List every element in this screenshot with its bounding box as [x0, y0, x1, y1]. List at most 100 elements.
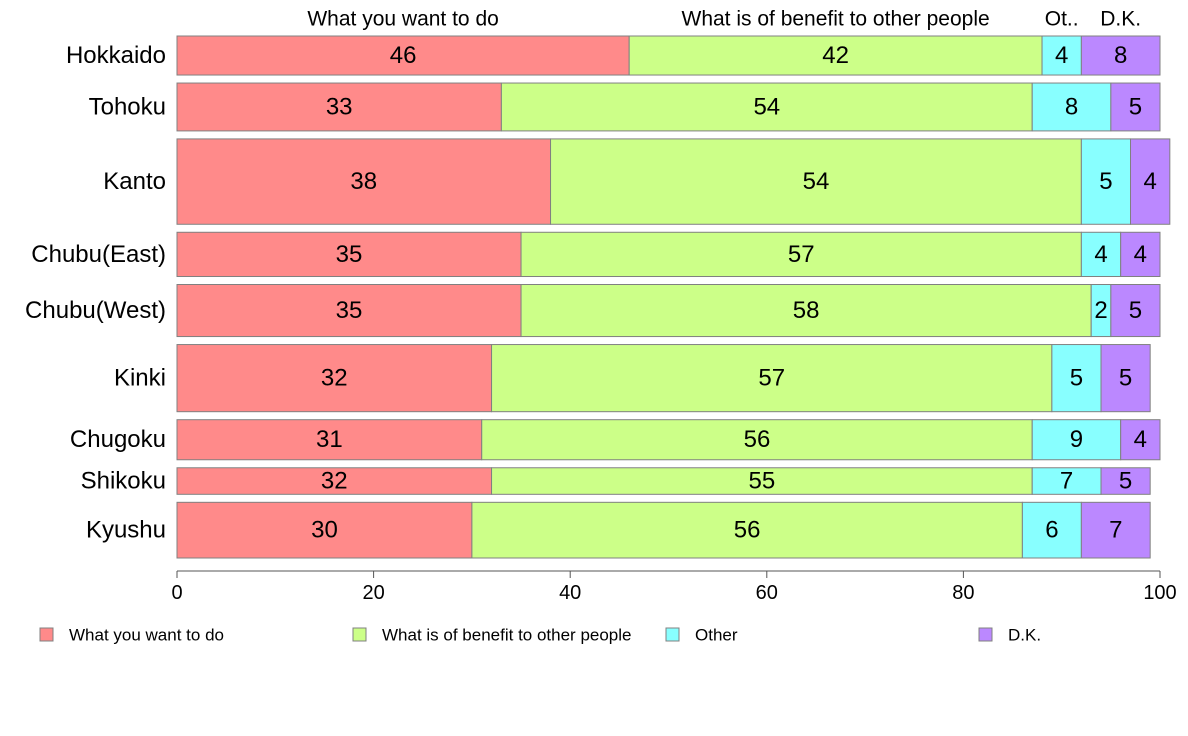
- bar-segment: [1120, 419, 1161, 461]
- data-label: 54: [803, 168, 830, 195]
- region-label: Kyushu: [86, 517, 166, 544]
- legend-item: Other: [665, 626, 738, 645]
- bar-segment: [491, 344, 1053, 413]
- data-label: 7: [1109, 517, 1122, 544]
- data-label: 32: [321, 365, 348, 392]
- data-label: 8: [1114, 42, 1127, 69]
- region-label: Shikoku: [81, 468, 166, 495]
- data-label: 38: [350, 168, 377, 195]
- bar-segment: [176, 82, 502, 132]
- data-label: 7: [1060, 468, 1073, 495]
- bar-segment: [491, 467, 1033, 495]
- data-label: 9: [1070, 426, 1083, 453]
- bar-row: 32 55 7 5: [176, 467, 1151, 495]
- x-tick-label: 60: [756, 582, 778, 604]
- legend-label: What you want to do: [69, 626, 224, 645]
- legend: What you want to do What is of benefit to…: [39, 626, 1041, 645]
- column-headers: What you want to do What is of benefit to…: [307, 8, 1141, 31]
- bar-row: 30 56 6 7: [176, 501, 1151, 559]
- bar-row: 35 57 4 4: [176, 231, 1161, 278]
- data-label: 5: [1129, 93, 1142, 120]
- data-label: 5: [1070, 365, 1083, 392]
- bar-segment: [1110, 284, 1161, 338]
- bar-segment: [1080, 501, 1151, 559]
- data-label: 58: [793, 297, 820, 324]
- column-header: D.K.: [1100, 8, 1141, 31]
- bar-segment: [550, 138, 1082, 225]
- bars: 46 42 4 833 54 8 538 54 5 435 57 4 435 58 2 532 57 5 531 56…: [176, 35, 1171, 559]
- bar-segment: [1051, 344, 1102, 413]
- data-label: 2: [1094, 297, 1107, 324]
- data-label: 42: [822, 42, 849, 69]
- x-tick-label: 80: [952, 582, 974, 604]
- bar-segment: [481, 419, 1033, 461]
- data-label: 6: [1045, 517, 1058, 544]
- legend-swatch: [665, 627, 680, 642]
- bar-segment: [176, 35, 630, 76]
- data-label: 56: [744, 426, 771, 453]
- x-axis: 0 20 40 60 80 100: [171, 570, 1177, 604]
- data-label: 5: [1119, 365, 1132, 392]
- region-label: Kanto: [103, 168, 166, 195]
- data-label: 32: [321, 468, 348, 495]
- data-label: 5: [1129, 297, 1142, 324]
- bar-segment: [628, 35, 1043, 76]
- region-label: Chubu(West): [25, 297, 166, 324]
- data-label: 4: [1094, 241, 1107, 268]
- column-header: What is of benefit to other people: [682, 8, 990, 31]
- x-tick-label: 40: [559, 582, 581, 604]
- legend-label: D.K.: [1008, 626, 1041, 645]
- legend-swatch: [352, 627, 367, 642]
- region-label: Tohoku: [89, 93, 166, 120]
- legend-swatch: [39, 627, 54, 642]
- bar-row: 35 58 2 5: [176, 284, 1161, 338]
- data-label: 35: [336, 297, 363, 324]
- region-label: Hokkaido: [66, 42, 166, 69]
- legend-swatch: [978, 627, 993, 642]
- x-tick-label: 20: [362, 582, 384, 604]
- bar-segment: [1041, 35, 1082, 76]
- bar-segment: [1110, 82, 1161, 132]
- region-label: Chugoku: [70, 426, 166, 453]
- data-label: 5: [1119, 468, 1132, 495]
- bar-row: 31 56 9 4: [176, 419, 1161, 461]
- bar-segment: [520, 284, 1092, 338]
- legend-item: What you want to do: [39, 626, 224, 645]
- bar-segment: [176, 344, 493, 413]
- data-label: 4: [1143, 168, 1156, 195]
- bar-segment: [500, 82, 1033, 132]
- bar-segment: [1080, 35, 1161, 76]
- bar-segment: [1120, 231, 1161, 278]
- legend-label: What is of benefit to other people: [382, 626, 632, 645]
- region-labels: Hokkaido Tohoku Kanto Chubu(East) Chubu(West…: [25, 42, 166, 544]
- data-label: 31: [316, 426, 343, 453]
- region-label: Chubu(East): [31, 241, 166, 268]
- data-label: 57: [758, 365, 785, 392]
- data-label: 4: [1134, 426, 1147, 453]
- x-tick-label: 0: [171, 582, 182, 604]
- x-tick-label: 100: [1143, 582, 1176, 604]
- column-header: What you want to do: [307, 8, 498, 31]
- data-label: 4: [1134, 241, 1147, 268]
- data-label: 30: [311, 517, 338, 544]
- legend-item: D.K.: [978, 626, 1041, 645]
- column-header: Ot..: [1045, 8, 1079, 31]
- legend-item: What is of benefit to other people: [352, 626, 632, 645]
- bar-segment: [176, 231, 522, 278]
- bar-segment: [1031, 467, 1102, 495]
- bar-segment: [1100, 467, 1151, 495]
- bar-row: 32 57 5 5: [176, 344, 1151, 413]
- bar-segment: [1130, 138, 1171, 225]
- bar-row: 33 54 8 5: [176, 82, 1161, 132]
- data-label: 46: [390, 42, 417, 69]
- bar-segment: [520, 231, 1082, 278]
- data-label: 55: [749, 468, 776, 495]
- data-label: 5: [1099, 168, 1112, 195]
- bar-segment: [1031, 82, 1112, 132]
- legend-label: Other: [695, 626, 738, 645]
- data-label: 57: [788, 241, 815, 268]
- bar-segment: [1031, 419, 1122, 461]
- data-label: 56: [734, 517, 761, 544]
- bar-segment: [176, 419, 483, 461]
